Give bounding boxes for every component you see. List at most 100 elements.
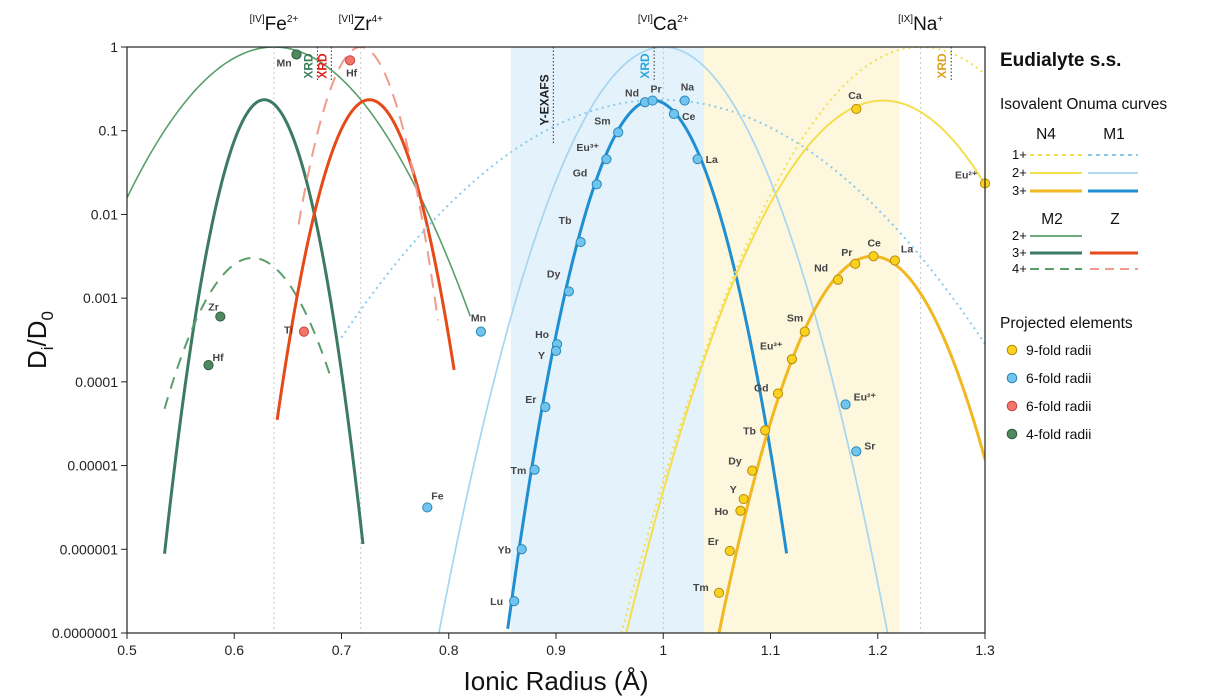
point-label: Dy — [547, 268, 561, 280]
point-label: Y — [538, 350, 545, 362]
curve-z-3plus — [275, 98, 456, 421]
point-9-fold — [772, 388, 784, 399]
legend-col-m1: M1 — [1103, 126, 1125, 143]
marker-label-xrd: XRD — [301, 53, 315, 79]
point-6-fold — [529, 464, 540, 475]
legend-col-m2: M2 — [1041, 211, 1063, 228]
legend-curves-heading: Isovalent Onuma curves — [1000, 96, 1167, 113]
point-9-fold — [747, 465, 758, 476]
point-4-fold — [291, 49, 302, 60]
marker-label-xrd: XRD — [935, 53, 949, 79]
point-9-fold — [735, 505, 746, 516]
marker-label-xrd: XRD — [315, 53, 329, 79]
point-4-fold — [203, 360, 214, 371]
ion-label-na: [IX]Na+ — [898, 14, 943, 35]
x-tick-label: 0.8 — [439, 642, 459, 658]
point-label: La — [706, 154, 718, 166]
point-label: La — [901, 243, 913, 255]
point-label: Fe — [431, 490, 443, 502]
legend-row-3plus: 3+ — [1012, 183, 1027, 198]
legend-marker-0 — [1006, 344, 1018, 356]
y-tick-label: 0.0001 — [75, 374, 118, 390]
point-6-fold — [516, 544, 527, 555]
x-tick-label: 1 — [659, 642, 667, 658]
point-6-fold — [509, 596, 520, 607]
point-label: Sm — [787, 313, 803, 325]
legend-row-2plus-b: 2+ — [1012, 228, 1027, 243]
point-9-fold — [850, 258, 861, 269]
point-label: Zr — [208, 302, 219, 314]
ion-label-zr: [VI]Zr4+ — [339, 14, 384, 35]
point-6-fold — [550, 345, 562, 356]
point-9-fold — [799, 326, 810, 337]
point-9-fold — [786, 354, 798, 365]
y-tick-label: 0.001 — [83, 290, 118, 306]
y-label-d: D — [22, 350, 52, 369]
point-label: Gd — [754, 383, 769, 395]
point-label: Er — [708, 536, 719, 548]
point-label: Nd — [625, 87, 639, 99]
point-label: Hf — [346, 67, 358, 79]
point-label: Eu³⁺ — [576, 142, 599, 154]
y-label-sub-0: 0 — [38, 311, 57, 320]
x-tick-label: 0.9 — [546, 642, 566, 658]
point-6-fold — [647, 95, 658, 106]
point-9-fold — [889, 255, 901, 266]
y-tick-label: 0.0000001 — [52, 625, 118, 641]
point-label: Ho — [535, 329, 549, 341]
legend-projected-items: 9-fold radii 6-fold radii 6-fold radii 4-fo… — [1006, 342, 1091, 442]
point-9-fold — [713, 587, 725, 598]
point-label: Ce — [867, 237, 881, 249]
point-label: Sr — [864, 440, 875, 452]
legend-row-1plus: 1+ — [1012, 147, 1027, 162]
point-label: Sm — [594, 115, 610, 127]
point-6-fold — [575, 236, 586, 248]
point-4-fold — [215, 311, 226, 322]
point-label: Ti — [284, 325, 293, 337]
point-9-fold — [724, 545, 735, 557]
onuma-curves — [127, 47, 985, 633]
x-tick-label: 0.7 — [332, 642, 352, 658]
point-label: Gd — [573, 167, 588, 179]
legend-item-label-1: 6-fold radii — [1026, 370, 1091, 386]
x-tick-label: 1.1 — [761, 642, 781, 658]
point-label: Y — [730, 484, 737, 496]
svg-text:Di/D0: Di/D0 — [22, 311, 57, 369]
axis-ticks: 0.5 0.6 0.7 0.8 0.9 1 1.1 1.2 1.3 1 0.1 0.01 0.001 0.… — [52, 39, 995, 658]
point-label: Mn — [276, 58, 291, 70]
ion-label-fe: [IV]Fe2+ — [250, 14, 299, 35]
point-6-fold — [422, 502, 433, 513]
legend: Eudialyte s.s. Isovalent Onuma curves N4… — [1000, 50, 1167, 442]
x-axis-label: Ionic Radius (Å) — [464, 666, 649, 696]
y-tick-label: 0.00001 — [67, 458, 118, 474]
point-6-fold — [475, 326, 487, 337]
legend-item-label-3: 4-fold radii — [1026, 426, 1091, 442]
legend-item-label-2: 6-fold radii — [1026, 398, 1091, 414]
curve-n4-3plus — [717, 254, 985, 633]
point-6-fold — [613, 127, 624, 138]
curve-m2-2plus — [127, 47, 471, 317]
point-label: Eu²⁺ — [854, 391, 877, 403]
site-reference-lines: [IV]Fe2+ [VI]Zr4+ [VI]Ca2+ [IX]Na+ — [250, 14, 943, 633]
curve-m2-4plus — [163, 256, 332, 410]
y-tick-label: 0.000001 — [60, 541, 119, 557]
point-label: Ho — [714, 506, 728, 518]
legend-row-4plus-b: 4+ — [1012, 261, 1027, 276]
point-label: Nd — [814, 263, 828, 275]
point-label: Tm — [693, 582, 709, 594]
point-6-fold — [563, 286, 574, 297]
point-label: Eu³⁺ — [760, 340, 783, 352]
curve-n4-2plus — [625, 99, 985, 633]
marker-label-xrd: XRD — [638, 53, 652, 79]
point-label: Dy — [728, 456, 742, 468]
point-6-fold — [840, 399, 851, 410]
point-label: Yb — [498, 544, 511, 556]
point-9-fold — [851, 103, 862, 115]
legend-row-3plus-b: 3+ — [1012, 245, 1027, 260]
point-9-fold — [832, 274, 844, 285]
legend-col-n4: N4 — [1036, 126, 1056, 143]
point-label: Ca — [848, 90, 862, 102]
x-tick-label: 0.6 — [225, 642, 245, 658]
